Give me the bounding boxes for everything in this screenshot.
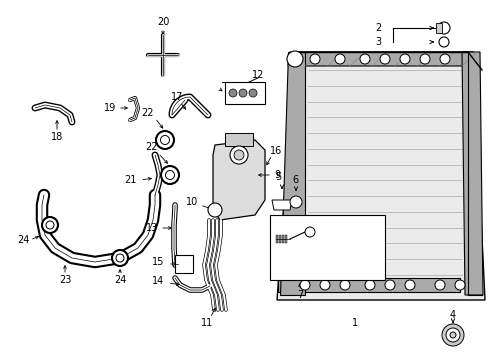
Circle shape bbox=[359, 54, 369, 64]
Text: 20: 20 bbox=[157, 17, 169, 27]
Circle shape bbox=[339, 280, 349, 290]
Circle shape bbox=[229, 146, 247, 164]
Text: 14: 14 bbox=[152, 276, 164, 286]
Bar bbox=[269, 215, 384, 280]
Text: 9: 9 bbox=[273, 170, 280, 180]
Circle shape bbox=[454, 280, 464, 290]
Circle shape bbox=[248, 89, 257, 97]
Circle shape bbox=[239, 89, 246, 97]
Circle shape bbox=[419, 54, 429, 64]
Text: 23: 23 bbox=[59, 275, 71, 285]
Circle shape bbox=[434, 280, 444, 290]
Text: 3: 3 bbox=[374, 37, 380, 47]
Circle shape bbox=[161, 166, 179, 184]
Circle shape bbox=[165, 171, 174, 180]
Circle shape bbox=[364, 280, 374, 290]
Circle shape bbox=[437, 22, 449, 34]
Circle shape bbox=[228, 89, 237, 97]
Text: 6: 6 bbox=[291, 175, 298, 185]
Text: 8: 8 bbox=[331, 232, 337, 242]
Circle shape bbox=[439, 54, 449, 64]
Text: 10: 10 bbox=[185, 197, 198, 207]
Bar bbox=[282, 235, 284, 243]
Polygon shape bbox=[287, 52, 467, 66]
Text: 13: 13 bbox=[145, 223, 158, 233]
Text: 17: 17 bbox=[170, 92, 183, 102]
Polygon shape bbox=[213, 140, 264, 220]
Polygon shape bbox=[280, 52, 305, 295]
Circle shape bbox=[289, 196, 302, 208]
Circle shape bbox=[156, 131, 174, 149]
Circle shape bbox=[160, 135, 169, 144]
Circle shape bbox=[46, 221, 54, 229]
Text: 4: 4 bbox=[449, 310, 455, 320]
Circle shape bbox=[438, 37, 448, 47]
Polygon shape bbox=[271, 200, 291, 210]
Bar bbox=[175, 255, 193, 273]
Text: 24: 24 bbox=[17, 235, 29, 245]
Text: 19: 19 bbox=[103, 103, 116, 113]
Circle shape bbox=[399, 54, 409, 64]
Text: 11: 11 bbox=[201, 318, 213, 328]
Circle shape bbox=[404, 280, 414, 290]
Circle shape bbox=[116, 254, 124, 262]
Circle shape bbox=[305, 227, 314, 237]
Polygon shape bbox=[276, 52, 484, 300]
Circle shape bbox=[441, 324, 463, 346]
Text: 21: 21 bbox=[123, 175, 136, 185]
Bar bbox=[224, 133, 252, 146]
Circle shape bbox=[112, 250, 128, 266]
Circle shape bbox=[449, 332, 455, 338]
Circle shape bbox=[379, 54, 389, 64]
Circle shape bbox=[319, 280, 329, 290]
Bar bbox=[224, 82, 264, 104]
Circle shape bbox=[286, 51, 303, 67]
Circle shape bbox=[234, 150, 244, 160]
Circle shape bbox=[207, 203, 222, 217]
Circle shape bbox=[299, 280, 309, 290]
Text: 24: 24 bbox=[114, 275, 126, 285]
Bar bbox=[279, 235, 281, 243]
Bar bbox=[275, 235, 278, 243]
Text: 22: 22 bbox=[145, 142, 158, 152]
Text: 7: 7 bbox=[296, 290, 303, 300]
Polygon shape bbox=[278, 278, 459, 292]
Polygon shape bbox=[461, 52, 482, 295]
Bar bbox=[435, 23, 441, 33]
Text: 5: 5 bbox=[274, 172, 281, 182]
Text: 1: 1 bbox=[351, 318, 357, 328]
Text: 16: 16 bbox=[269, 146, 282, 156]
Text: 15: 15 bbox=[151, 257, 164, 267]
Circle shape bbox=[42, 217, 58, 233]
Circle shape bbox=[309, 54, 319, 64]
Text: 22: 22 bbox=[142, 108, 154, 118]
Text: 12: 12 bbox=[251, 70, 264, 80]
Text: 2: 2 bbox=[374, 23, 380, 33]
Circle shape bbox=[384, 280, 394, 290]
Circle shape bbox=[445, 328, 459, 342]
Bar bbox=[285, 235, 286, 243]
Text: 18: 18 bbox=[51, 132, 63, 142]
Circle shape bbox=[334, 54, 345, 64]
